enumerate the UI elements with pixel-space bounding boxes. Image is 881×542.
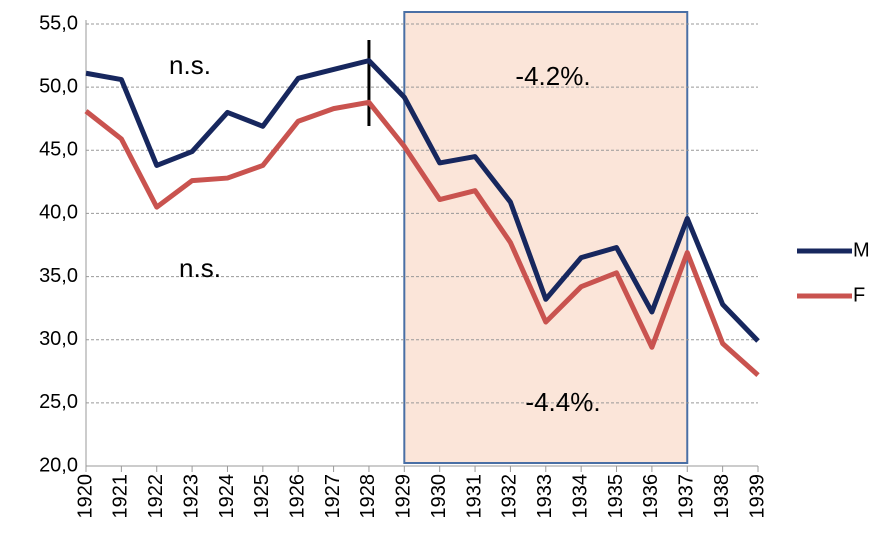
y-tick-label: 40,0 [39,202,78,224]
x-tick-label: 1932 [499,474,521,519]
legend-label: F [853,284,865,306]
annotation: -4.4%. [525,387,600,417]
x-tick-label: 1928 [357,474,379,519]
y-tick-label: 50,0 [39,75,78,97]
annotation: n.s. [179,253,221,283]
x-tick-label: 1936 [640,474,662,519]
y-tick-label: 35,0 [39,265,78,287]
y-tick-label: 20,0 [39,454,78,476]
x-tick-label: 1920 [74,474,96,519]
x-tick-label: 1924 [216,474,238,519]
y-tick-label: 55,0 [39,12,78,34]
x-tick-label: 1934 [569,474,591,519]
legend-label: M [853,239,870,261]
x-tick-label: 1925 [251,474,273,519]
x-tick-label: 1927 [322,474,344,519]
x-tick-label: 1922 [145,474,167,519]
x-tick-label: 1935 [605,474,627,519]
series-line [85,58,760,343]
x-tick-label: 1921 [110,474,132,519]
series-line [84,99,760,377]
x-tick-label: 1937 [676,474,698,519]
annotation: -4.2%. [515,61,590,91]
x-tick-label: 1930 [428,474,450,519]
x-tick-label: 1923 [180,474,202,519]
annotation: n.s. [169,50,211,80]
x-tick-label: 1939 [746,474,768,519]
x-tick-label: 1929 [393,474,415,519]
x-tick-label: 1938 [711,474,733,519]
x-tick-label: 1926 [286,474,308,519]
x-tick-label: 1933 [534,474,556,519]
y-tick-label: 45,0 [39,139,78,161]
x-tick-label: 1931 [463,474,485,519]
y-tick-label: 30,0 [39,328,78,350]
y-tick-label: 25,0 [39,391,78,413]
